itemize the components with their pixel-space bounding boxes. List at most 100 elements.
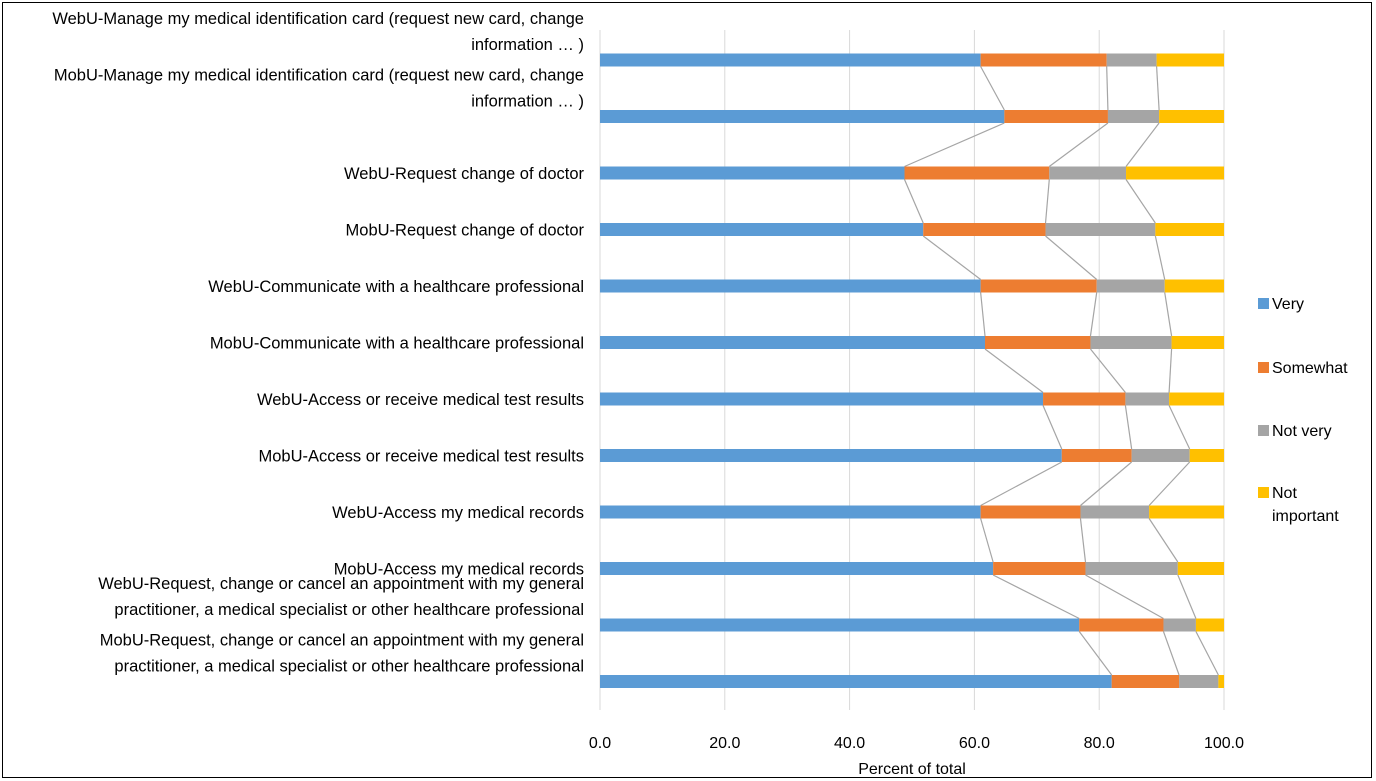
bar-somewhat-4 xyxy=(980,279,1097,293)
category-label-10-1: practitioner, a medical specialist or ot… xyxy=(114,601,584,619)
category-label-9-0: MobU-Access my medical records xyxy=(334,561,584,579)
bar-somewhat-3 xyxy=(923,223,1046,236)
category-label-11-1: practitioner, a medical specialist or ot… xyxy=(114,658,584,676)
legend-label-0-0: Very xyxy=(1272,296,1304,313)
bar-very-1 xyxy=(600,110,1005,123)
bar-very-11 xyxy=(600,675,1112,688)
bar-very-3 xyxy=(600,223,924,236)
series-line-2-3 xyxy=(1125,179,1156,224)
series-line-7-3 xyxy=(1148,461,1191,506)
series-line-8-1 xyxy=(980,518,994,563)
bar-not-important-11 xyxy=(1218,675,1224,688)
legend-swatch-0 xyxy=(1258,298,1269,309)
bar-very-6 xyxy=(600,392,1044,406)
category-label-2-0: WebU-Request change of doctor xyxy=(344,165,585,183)
bar-not-important-8 xyxy=(1149,505,1224,519)
legend-label-2-0: Not very xyxy=(1272,423,1332,440)
bar-not-very-6 xyxy=(1125,392,1170,406)
legend-label-1-0: Somewhat xyxy=(1272,360,1348,377)
x-axis-title: Percent of total xyxy=(858,761,966,778)
series-line-2-2 xyxy=(1044,179,1050,224)
category-label-7-0: MobU-Access or receive medical test resu… xyxy=(258,448,584,466)
category-label-5-0: MobU-Communicate with a healthcare profe… xyxy=(210,335,584,353)
bar-not-very-2 xyxy=(1049,166,1127,180)
bar-not-very-1 xyxy=(1107,110,1160,123)
bar-somewhat-8 xyxy=(980,505,1081,519)
category-label-11-0: MobU-Request, change or cancel an appoin… xyxy=(100,632,584,650)
bar-not-very-11 xyxy=(1179,675,1219,688)
bar-not-important-6 xyxy=(1169,392,1224,406)
bar-not-very-5 xyxy=(1090,336,1172,349)
x-tick-label-5: 100.0 xyxy=(1204,735,1244,752)
series-line-4-1 xyxy=(980,292,986,337)
bar-very-9 xyxy=(600,562,994,575)
bar-not-important-5 xyxy=(1171,336,1224,349)
bar-somewhat-0 xyxy=(980,53,1107,67)
bar-somewhat-11 xyxy=(1111,675,1180,688)
series-line-0-3 xyxy=(1156,66,1160,111)
bar-not-important-9 xyxy=(1177,562,1224,575)
series-line-6-2 xyxy=(1124,405,1133,450)
series-line-6-1 xyxy=(1042,405,1063,450)
series-line-3-2 xyxy=(1045,235,1098,280)
series-line-3-1 xyxy=(922,235,982,280)
legend-swatch-1 xyxy=(1258,362,1269,373)
bar-very-4 xyxy=(600,279,981,293)
bar-somewhat-1 xyxy=(1004,110,1108,123)
bar-not-very-3 xyxy=(1045,223,1156,236)
category-label-0-0: WebU-Manage my medical identification ca… xyxy=(52,10,584,28)
bar-somewhat-2 xyxy=(904,166,1050,180)
bar-not-very-8 xyxy=(1080,505,1150,519)
series-line-2-1 xyxy=(903,179,924,224)
bar-very-8 xyxy=(600,505,981,519)
x-tick-label-0: 0.0 xyxy=(589,735,611,752)
series-line-1-3 xyxy=(1125,122,1160,167)
category-label-1-1: information … ) xyxy=(471,93,584,111)
bar-not-very-7 xyxy=(1131,449,1190,462)
series-line-8-3 xyxy=(1148,518,1179,563)
series-line-10-2 xyxy=(1162,631,1180,676)
category-label-0-1: information … ) xyxy=(471,36,584,54)
bar-somewhat-10 xyxy=(1079,618,1164,632)
series-line-10-3 xyxy=(1195,631,1219,676)
category-label-8-0: WebU-Access my medical records xyxy=(332,504,584,522)
category-label-4-0: WebU-Communicate with a healthcare profe… xyxy=(208,278,584,296)
bar-not-important-3 xyxy=(1155,223,1224,236)
x-tick-label-3: 60.0 xyxy=(959,735,990,752)
legend-label-3-1: important xyxy=(1272,508,1339,525)
bar-not-important-0 xyxy=(1156,53,1224,67)
bar-not-very-4 xyxy=(1096,279,1165,293)
bar-somewhat-9 xyxy=(993,562,1086,575)
series-line-0-2 xyxy=(1106,66,1109,111)
series-line-4-3 xyxy=(1164,292,1173,337)
series-line-9-1 xyxy=(992,574,1080,620)
x-tick-label-2: 40.0 xyxy=(834,735,865,752)
series-line-5-3 xyxy=(1168,348,1173,393)
bar-very-7 xyxy=(600,449,1062,462)
legend-swatch-3 xyxy=(1258,487,1269,498)
bar-somewhat-7 xyxy=(1061,449,1132,462)
bar-somewhat-6 xyxy=(1043,392,1126,406)
series-line-4-2 xyxy=(1089,292,1098,337)
series-line-9-3 xyxy=(1177,574,1197,619)
legend-swatch-2 xyxy=(1258,425,1269,436)
bar-not-very-10 xyxy=(1163,618,1196,632)
bar-not-important-10 xyxy=(1195,618,1224,632)
series-line-10-1 xyxy=(1078,631,1113,676)
legend-label-3-0: Not xyxy=(1272,485,1297,502)
series-line-3-3 xyxy=(1154,235,1166,280)
series-line-9-2 xyxy=(1085,574,1164,620)
bar-not-important-4 xyxy=(1164,279,1224,293)
bar-not-very-0 xyxy=(1106,53,1157,67)
series-line-8-2 xyxy=(1079,518,1087,563)
bar-very-10 xyxy=(600,618,1080,632)
x-tick-label-1: 20.0 xyxy=(709,735,740,752)
series-line-7-1 xyxy=(980,461,1063,507)
series-line-7-2 xyxy=(1080,461,1133,506)
bar-very-5 xyxy=(600,336,986,349)
series-line-1-2 xyxy=(1048,122,1109,167)
category-label-1-0: MobU-Manage my medical identification ca… xyxy=(54,67,584,85)
bar-not-important-1 xyxy=(1159,110,1224,123)
series-line-1-1 xyxy=(904,122,1005,168)
